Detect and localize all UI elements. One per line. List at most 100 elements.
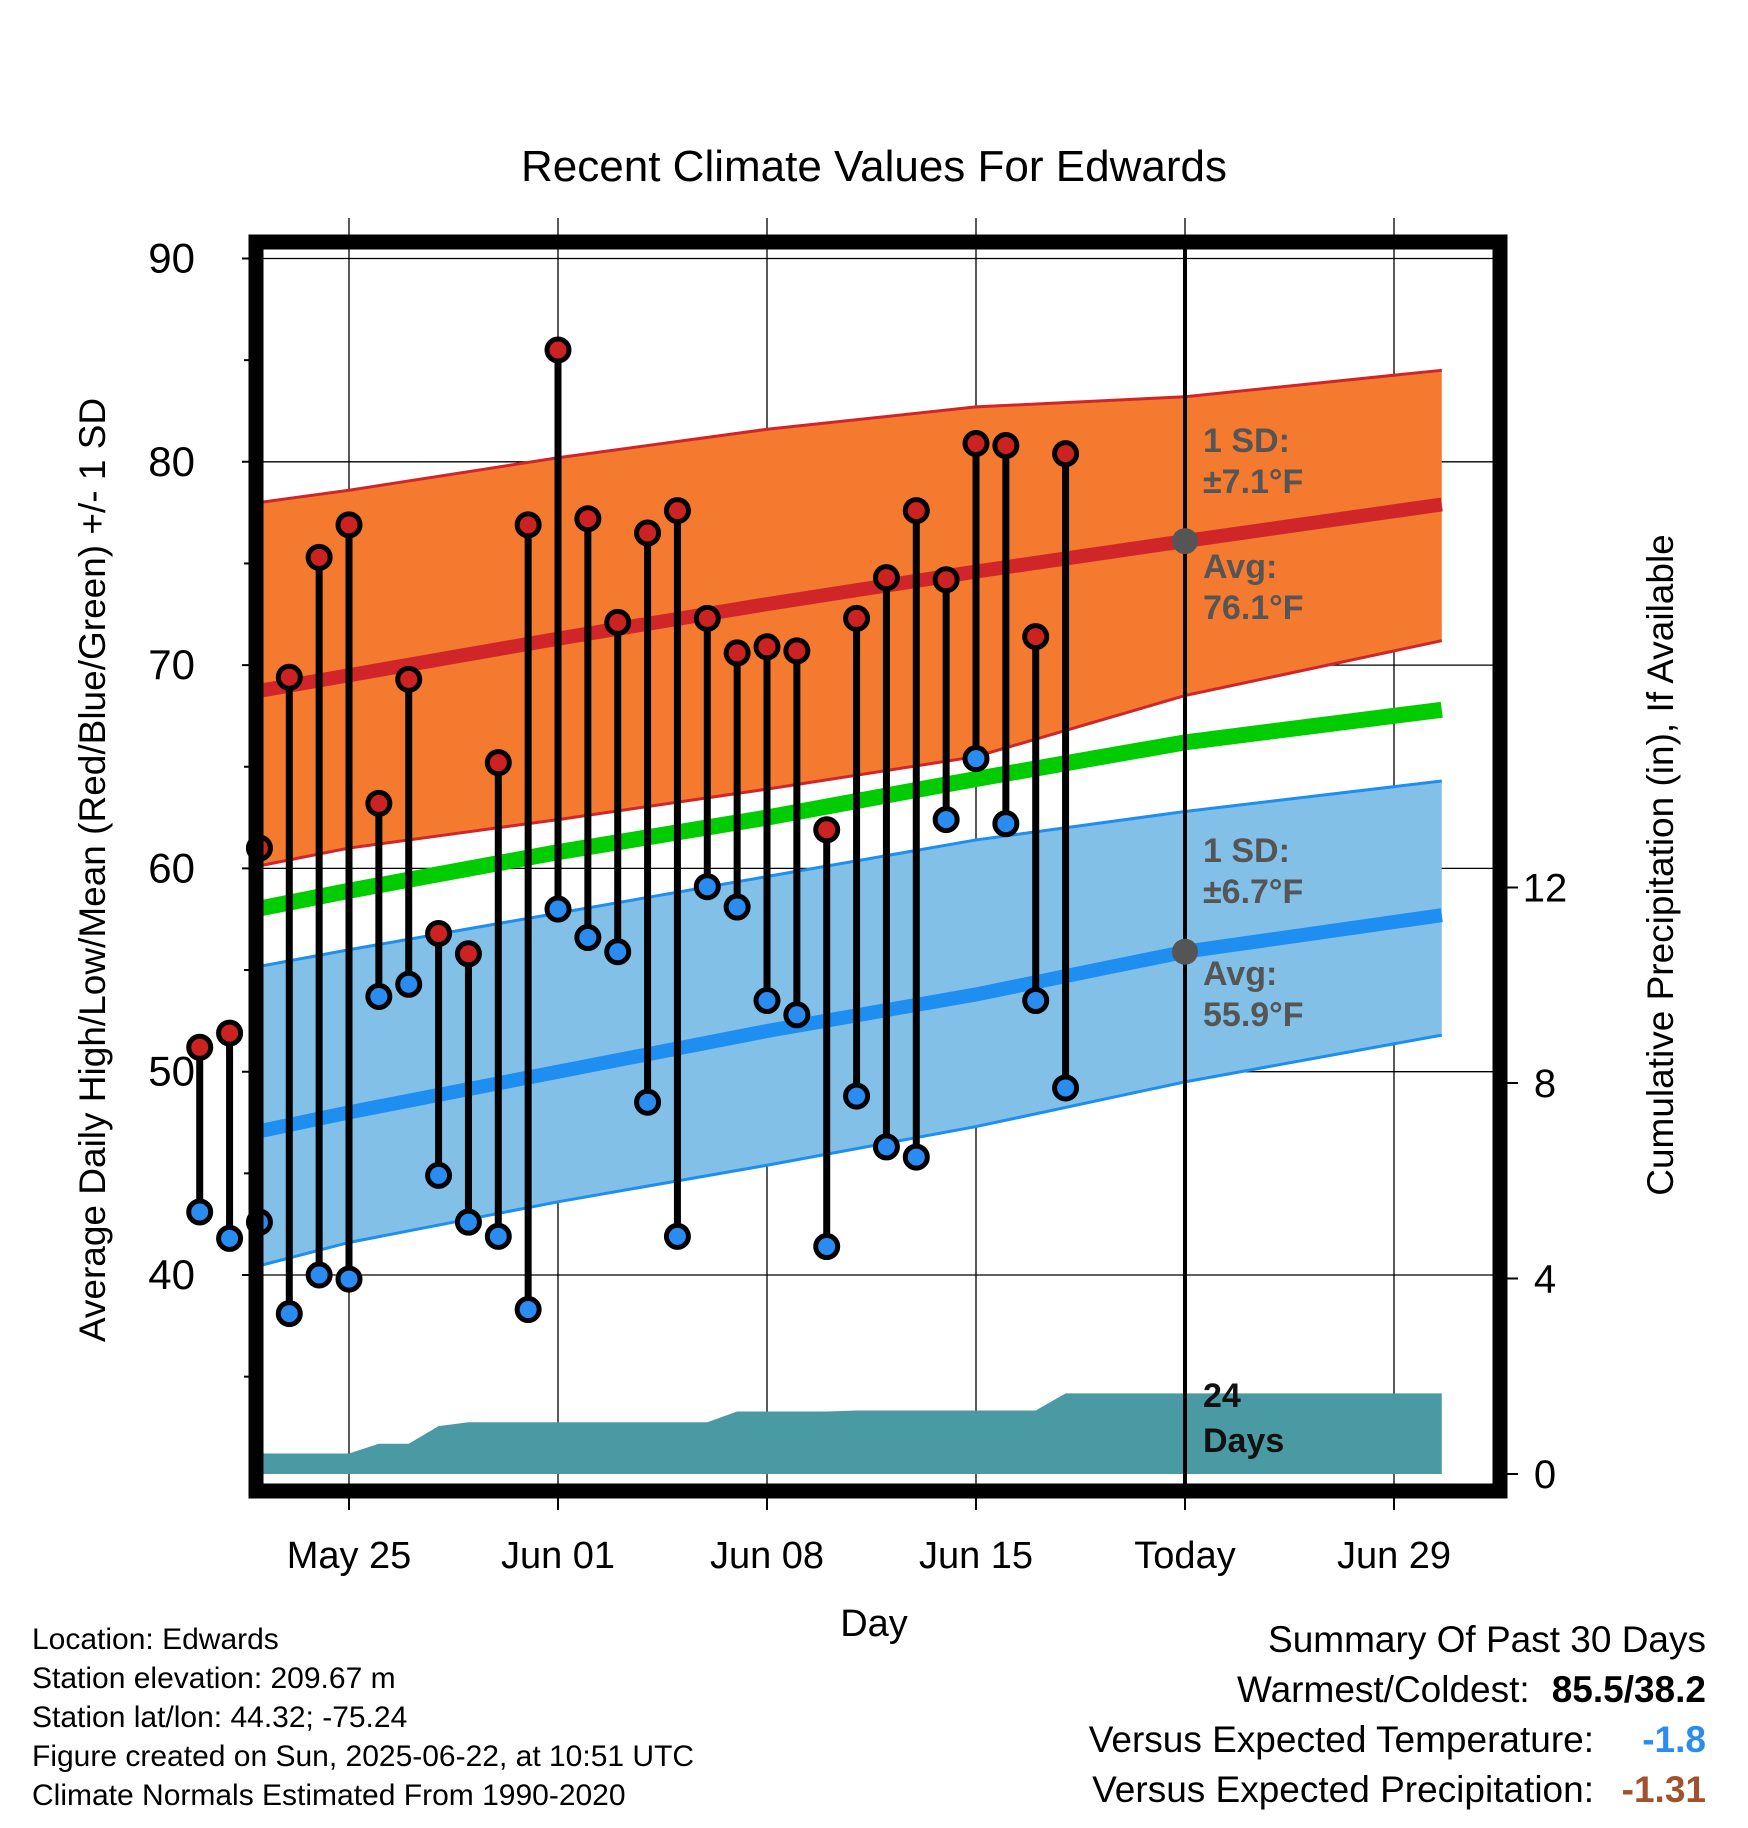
daily-high-point [216, 1019, 244, 1047]
daily-high-point [425, 919, 453, 947]
daily-low-point [1052, 1074, 1080, 1102]
daily-low-point [783, 1001, 811, 1029]
daily-low-point [305, 1261, 333, 1289]
daily-high-point [335, 511, 363, 539]
daily-low-point [902, 1143, 930, 1171]
daily-high-point [992, 432, 1020, 460]
x-axis-label: Day [840, 1603, 908, 1645]
days-count-label: 24 [1203, 1377, 1241, 1415]
summary-precip-row: Versus Expected Precipitation: -1.31 [1089, 1765, 1706, 1815]
station-info: Location: Edwards Station elevation: 209… [32, 1620, 694, 1815]
daily-low-point [216, 1224, 244, 1252]
today-high-normal-marker [1172, 528, 1198, 555]
daily-high-point [813, 816, 841, 844]
daily-low-point [275, 1300, 303, 1328]
daily-high-point [305, 543, 333, 571]
y-tick-label-left: 50 [148, 1048, 195, 1095]
daily-low-point [663, 1222, 691, 1250]
daily-high-point [484, 749, 512, 777]
high-avg-label: Avg: [1203, 548, 1277, 586]
daily-high-point [872, 564, 900, 592]
y-tick-label-left: 90 [148, 235, 195, 282]
daily-high-point [634, 519, 662, 547]
daily-low-point [843, 1082, 871, 1110]
daily-high-point [753, 633, 781, 661]
station-location: Location: Edwards [32, 1623, 279, 1656]
x-tick-label: Jun 01 [501, 1535, 615, 1577]
daily-low-point [604, 938, 632, 966]
days-count-unit: Days [1203, 1422, 1284, 1460]
x-tick-label: Jun 29 [1337, 1535, 1451, 1577]
figure-created: Figure created on Sun, 2025-06-22, at 10… [32, 1740, 695, 1773]
daily-high-point [365, 789, 393, 817]
high-sd-label: 1 SD: [1203, 422, 1290, 460]
daily-high-point [783, 637, 811, 665]
daily-stems [186, 336, 1080, 1328]
daily-low-point [723, 893, 751, 921]
x-tick-label: May 25 [287, 1535, 412, 1577]
daily-low-point [365, 982, 393, 1010]
y-tick-label-left: 40 [148, 1251, 195, 1298]
daily-low-point [186, 1198, 214, 1226]
daily-low-point [753, 987, 781, 1015]
y-tick-label-right: 8 [1534, 1062, 1556, 1106]
daily-high-point [962, 430, 990, 458]
plot-frame [248, 234, 1508, 1499]
daily-high-point [275, 663, 303, 691]
precip-departure-label: Versus Expected Precipitation: [1092, 1769, 1594, 1810]
station-elevation: Station elevation: 209.67 m [32, 1662, 396, 1695]
y-tick-label-right: 12 [1523, 867, 1568, 911]
daily-high-point [544, 336, 572, 364]
daily-high-point [514, 511, 542, 539]
daily-low-point [544, 895, 572, 923]
daily-low-point [813, 1233, 841, 1261]
y-axis-label-right: Cumulative Precipitation (in), If Availa… [1640, 534, 1681, 1196]
daily-low-point [932, 806, 960, 834]
daily-high-point [454, 940, 482, 968]
daily-low-point [992, 810, 1020, 838]
x-tick-label: Today [1134, 1535, 1235, 1577]
daily-low-point [425, 1161, 453, 1189]
x-tick-label: Jun 08 [710, 1535, 824, 1577]
daily-low-point [693, 873, 721, 901]
warmest-coldest-label: Warmest/Coldest: [1237, 1669, 1530, 1710]
daily-low-point [634, 1088, 662, 1116]
low-avg-value: 55.9°F [1203, 996, 1304, 1034]
station-latlon: Station lat/lon: 44.32; -75.24 [32, 1701, 408, 1734]
low-avg-label: Avg: [1203, 955, 1277, 993]
daily-high-point [186, 1033, 214, 1061]
high-avg-value: 76.1°F [1203, 589, 1304, 627]
x-tick-label: Jun 15 [919, 1535, 1033, 1577]
y-axis-label-left: Average Daily High/Low/Mean (Red/Blue/Gr… [72, 398, 113, 1342]
y-tick-label-right: 0 [1534, 1453, 1556, 1497]
daily-high-point [693, 604, 721, 632]
summary-panel: Summary Of Past 30 Days Warmest/Coldest:… [1089, 1615, 1706, 1815]
y-tick-label-left: 70 [148, 641, 195, 688]
today-low-normal-marker [1172, 938, 1198, 965]
daily-high-point [395, 665, 423, 693]
daily-high-point [1022, 623, 1050, 651]
y-tick-label-right: 4 [1534, 1258, 1556, 1302]
y-tick-label-left: 80 [148, 438, 195, 485]
daily-high-point [604, 608, 632, 636]
chart-title: Recent Climate Values For Edwards [521, 142, 1227, 191]
daily-high-point [723, 639, 751, 667]
summary-title: Summary Of Past 30 Days [1268, 1619, 1706, 1660]
daily-high-point [932, 566, 960, 594]
climate-normals-period: Climate Normals Estimated From 1990-2020 [32, 1779, 626, 1812]
daily-low-point [335, 1265, 363, 1293]
daily-low-point [872, 1133, 900, 1161]
daily-high-point [1052, 440, 1080, 468]
precip-departure-value: -1.31 [1621, 1769, 1706, 1810]
low-sd-label: 1 SD: [1203, 832, 1290, 870]
y-tick-label-left: 60 [148, 844, 195, 891]
precipitation-area [262, 1393, 1442, 1474]
temp-departure-value: -1.8 [1642, 1719, 1706, 1760]
daily-high-point [902, 497, 930, 525]
daily-low-point [454, 1208, 482, 1236]
daily-low-point [1022, 987, 1050, 1015]
daily-high-point [843, 604, 871, 632]
temp-departure-label: Versus Expected Temperature: [1088, 1719, 1594, 1760]
